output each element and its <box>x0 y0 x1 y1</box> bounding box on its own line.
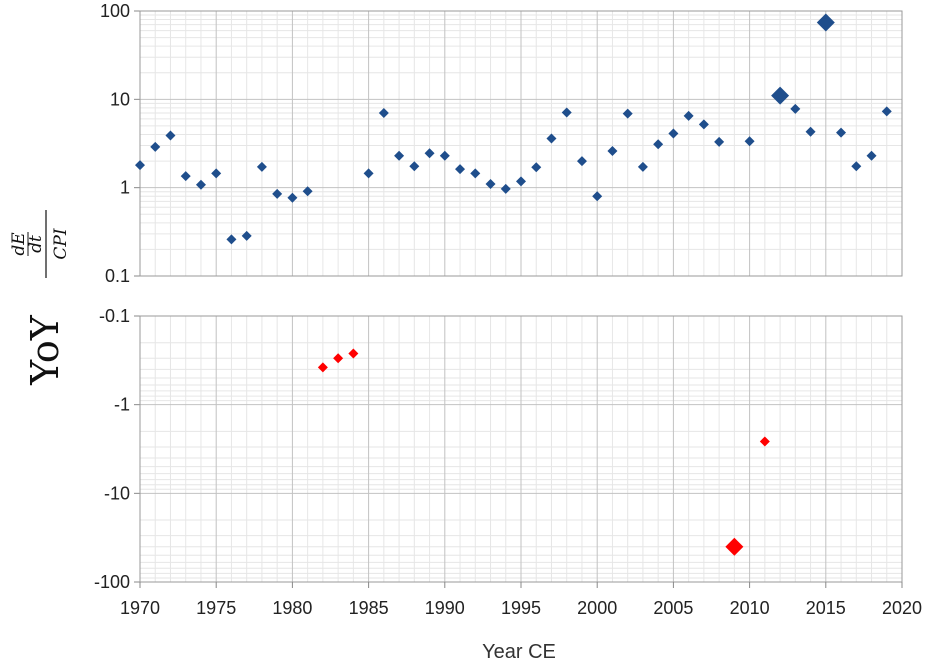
data-point-positive-2004 <box>653 139 664 150</box>
data-point-negative-1984 <box>348 348 359 359</box>
data-point-positive-1994 <box>500 183 511 194</box>
x-tick-label: 2015 <box>806 598 846 618</box>
y-axis-label-text: YoY <box>23 314 67 386</box>
data-point-positive-2019 <box>881 106 892 117</box>
data-point-positive-2001 <box>607 146 618 157</box>
data-point-positive-1995 <box>516 176 526 187</box>
panel-frame <box>139 10 903 277</box>
data-point-positive-1993 <box>485 179 496 190</box>
x-tick-label: 1990 <box>425 598 465 618</box>
data-point-positive-2017 <box>851 161 862 172</box>
x-tick-label: 2010 <box>730 598 770 618</box>
data-point-negative-1983 <box>333 353 344 364</box>
data-point-positive-1974 <box>195 179 206 190</box>
data-point-positive-1981 <box>302 186 313 197</box>
data-point-positive-2008 <box>714 136 725 147</box>
fraction-CPI: CPI <box>51 228 71 259</box>
y-axis-label-fraction: dE dt CPI <box>9 210 71 278</box>
data-point-positive-1978 <box>256 161 267 172</box>
x-tick-label: 1980 <box>272 598 312 618</box>
y-tick-label: -1 <box>114 395 130 415</box>
x-tick-label: 1995 <box>501 598 541 618</box>
data-point-positive-1991 <box>455 164 466 175</box>
data-point-positive-2005 <box>668 128 679 139</box>
data-point-positive-1999 <box>576 156 587 167</box>
data-point-negative-2011 <box>759 436 770 447</box>
data-point-positive-1970 <box>135 160 145 171</box>
data-point-positive-2018 <box>866 150 877 161</box>
data-point-positive-2015 <box>816 13 835 32</box>
data-point-positive-2000 <box>592 191 603 202</box>
y-axis-label: YoY dE dt CPI <box>9 210 71 386</box>
data-point-positive-1971 <box>150 141 161 152</box>
data-point-positive-2002 <box>622 108 633 119</box>
grid-layer <box>139 10 903 583</box>
data-point-positive-1980 <box>287 192 298 203</box>
panel-frames <box>134 10 903 588</box>
data-point-positive-1992 <box>470 168 481 179</box>
fraction-dE: dE <box>9 232 29 256</box>
x-tick-label: 2020 <box>882 598 922 618</box>
data-point-positive-2006 <box>683 110 694 121</box>
x-tick-label: 1970 <box>120 598 160 618</box>
data-point-positive-1987 <box>394 150 405 161</box>
data-point-positive-1977 <box>241 230 252 241</box>
fraction-dt: dt <box>26 235 46 253</box>
y-tick-label: -100 <box>94 572 130 592</box>
y-tick-label: -10 <box>104 483 130 503</box>
y-tick-label: 0.1 <box>105 266 130 286</box>
data-point-positive-1973 <box>180 171 191 182</box>
y-tick-label: 1 <box>120 178 130 198</box>
data-point-positive-2016 <box>836 127 847 138</box>
data-point-positive-1972 <box>165 130 176 141</box>
data-points <box>135 13 892 556</box>
data-point-positive-2012 <box>771 86 790 105</box>
x-axis-label: Year CE <box>482 641 556 660</box>
y-tick-label: -0.1 <box>99 306 130 326</box>
y-tick-label: 10 <box>110 89 130 109</box>
data-point-positive-1996 <box>531 162 542 173</box>
data-point-positive-1986 <box>378 108 389 119</box>
data-point-positive-1998 <box>561 107 572 118</box>
data-point-positive-1997 <box>546 133 557 144</box>
data-point-negative-1982 <box>317 362 328 373</box>
data-point-positive-1988 <box>409 161 420 172</box>
y-tick-labels: 100 10 1 0.1 -0.1 -1 -10 -100 <box>94 1 130 592</box>
data-point-positive-1979 <box>272 188 283 199</box>
data-point-positive-2010 <box>744 136 755 147</box>
data-point-negative-2009 <box>725 537 744 556</box>
x-tick-label: 1975 <box>196 598 236 618</box>
data-point-positive-1989 <box>424 148 435 159</box>
data-point-positive-2003 <box>637 161 648 172</box>
data-point-positive-1975 <box>211 168 222 179</box>
data-point-positive-1976 <box>226 234 237 245</box>
data-point-positive-1985 <box>363 168 374 179</box>
data-point-positive-2007 <box>698 119 709 130</box>
x-tick-label: 2005 <box>653 598 693 618</box>
x-tick-labels: 1970 1975 1980 1985 1990 1995 2000 2005 2010 2015… <box>120 598 922 618</box>
x-tick-label: 2000 <box>577 598 617 618</box>
data-point-positive-1990 <box>439 150 450 161</box>
x-tick-label: 1985 <box>349 598 389 618</box>
data-point-positive-2014 <box>805 126 816 137</box>
data-point-positive-2013 <box>790 103 801 114</box>
y-tick-label: 100 <box>100 1 130 21</box>
